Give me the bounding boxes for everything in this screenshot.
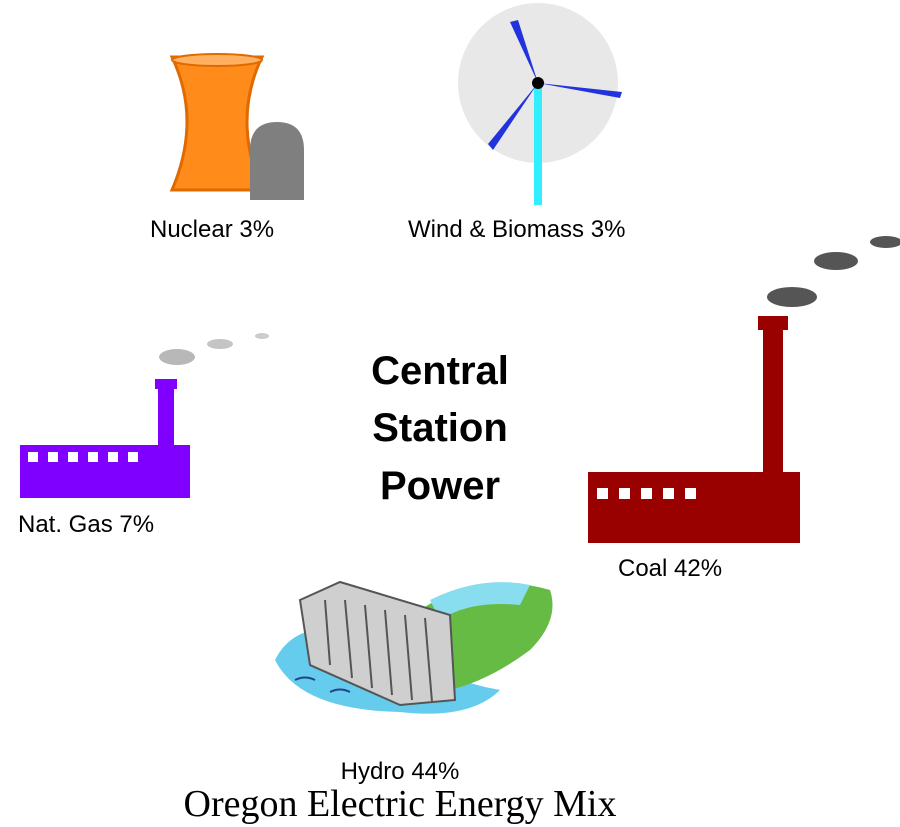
node-label: Nat. Gas 7% [18,511,154,538]
node-label: Nuclear 3% [150,216,274,243]
diagram: Nuclear 3% Wind & Biomass 3% Nat. Gas 7% [0,0,900,827]
node-label: Wind & Biomass 3% [408,216,625,243]
node-label: Coal 42% [618,555,722,582]
center-title: Station [372,406,508,450]
node-label: Hydro 44% [341,758,460,785]
nuclear-icon [172,54,304,200]
caption: Oregon Electric Energy Mix [184,783,617,825]
coal-icon [588,236,900,543]
gas-icon [20,333,269,498]
hydro-icon [275,582,553,714]
center-title: Central [371,349,509,393]
wind-icon [458,3,622,205]
center-title: Power [380,464,500,508]
